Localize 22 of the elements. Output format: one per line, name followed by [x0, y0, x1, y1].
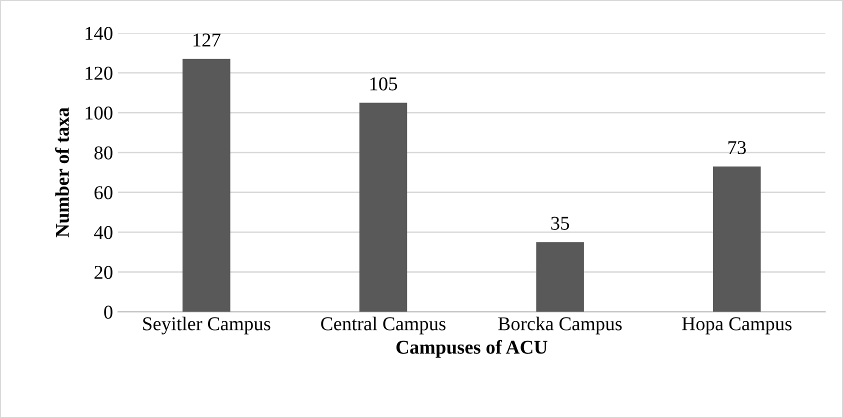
- bar: [713, 166, 761, 312]
- y-tick-label: 60: [94, 186, 112, 200]
- y-tick-label: 0: [104, 306, 112, 319]
- y-tick-label: 100: [86, 106, 112, 120]
- x-tick-label: Hopa Campus: [682, 317, 792, 334]
- bar: [182, 58, 230, 312]
- data-label: 127: [194, 34, 220, 46]
- y-tick-label: 20: [94, 266, 112, 279]
- y-tick-label: 140: [86, 26, 112, 40]
- data-label: 35: [551, 216, 570, 230]
- x-axis-title: Campuses of ACU: [396, 340, 548, 358]
- x-tick-label: Borcka Campus: [498, 316, 622, 334]
- x-tick-label: Seyitler Campus: [143, 316, 270, 334]
- y-tick-label: 120: [86, 66, 112, 80]
- bar: [359, 102, 408, 312]
- data-label: 105: [370, 77, 398, 90]
- y-axis-title: Number of taxa: [55, 108, 69, 238]
- bar: [536, 242, 584, 312]
- y-tick-label: 40: [94, 226, 112, 240]
- x-tick-label: Central Campus: [321, 316, 446, 334]
- data-label: 73: [728, 141, 746, 154]
- y-tick-label: 80: [94, 146, 112, 160]
